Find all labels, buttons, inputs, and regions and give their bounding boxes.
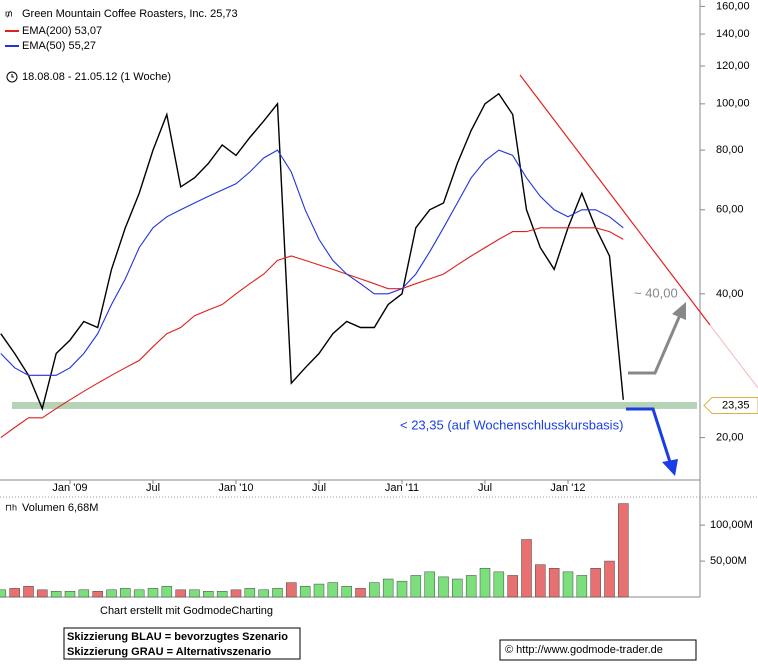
url-box (499, 639, 697, 661)
volume-bar (465, 575, 477, 598)
support-label-box (703, 396, 758, 414)
volume-bar (576, 575, 588, 598)
ema-line (0, 227, 624, 439)
volume-bar (175, 589, 186, 598)
x-tick-label: Jan '11 (385, 482, 419, 494)
y-tick-label: 120,00 (716, 60, 750, 72)
y-tick-label: 40,00 (716, 288, 744, 300)
volume-bar (313, 583, 325, 598)
volume-bar (37, 589, 48, 598)
support-label: 23,35 (722, 399, 750, 411)
trend-line-extension (709, 324, 758, 389)
legend-blue: Skizzierung BLAU = bevorzugtes Szenario (67, 631, 288, 643)
volume-bar (299, 585, 311, 598)
volume-bar (23, 585, 34, 598)
volume-bar (9, 588, 20, 598)
annotation-grey: ~ 40,00 (634, 285, 678, 300)
volume-bar (147, 588, 159, 598)
volume-bar (507, 575, 518, 598)
grey-arrow (628, 314, 682, 375)
volume-bar (382, 578, 394, 598)
y-tick-label: 100,00 (716, 98, 750, 110)
volume-bar (78, 589, 90, 598)
volume-bar (548, 568, 560, 598)
ema-line (0, 149, 624, 376)
volume-bar (327, 582, 339, 598)
volume-bar (272, 588, 283, 598)
volume-bar (396, 580, 408, 598)
volume-bar (452, 578, 463, 598)
x-tick-label: Jan '10 (218, 482, 253, 494)
url: © http://www.godmode-trader.de (505, 644, 663, 656)
annotation-blue: < 23,35 (auf Wochenschlusskursbasis) (400, 417, 623, 432)
y-tick-label: 160,00 (716, 0, 750, 12)
volume-bar (0, 589, 7, 598)
support-band (12, 401, 697, 409)
clock-icon (11, 74, 14, 78)
y-tick-label: 140,00 (716, 28, 750, 40)
chart-title: Green Mountain Coffee Roasters, Inc. 25,… (22, 8, 238, 20)
volume-label: Volumen 6,68M (22, 502, 98, 514)
volume-bar (521, 539, 532, 598)
volume-tick-label: 100,00M (710, 519, 753, 531)
blue-arrow-head (662, 459, 678, 476)
volume-bar (438, 576, 449, 598)
volume-bar (535, 564, 546, 598)
x-tick-label: Jul (312, 482, 326, 494)
volume-tick-label: 50,00M (710, 555, 747, 567)
volume-bar (106, 589, 117, 598)
volume-bar (120, 588, 131, 598)
x-tick-label: Jan '12 (550, 482, 585, 494)
volume-bar (590, 568, 601, 598)
volume-bar (161, 585, 173, 598)
clock-icon (6, 71, 18, 83)
volume-bar (604, 560, 615, 598)
volume-bar (50, 591, 62, 598)
volume-bar (203, 591, 214, 598)
legend-grey: Skizzierung GRAU = Alternativszenario (67, 646, 271, 658)
chart-icon: ₥ (5, 8, 13, 18)
volume-bar (410, 575, 422, 598)
volume-bar (133, 589, 145, 598)
x-tick-label: Jul (478, 482, 492, 494)
grey-arrow-head (672, 302, 686, 320)
volume-bar (244, 588, 256, 598)
volume-icon: ⊓h (5, 502, 17, 512)
volume-bar (355, 588, 366, 598)
x-tick-label: Jan '09 (52, 482, 87, 494)
volume-bar (341, 585, 352, 598)
volume-bar (286, 582, 297, 598)
y-tick-label: 60,00 (716, 204, 744, 216)
legend-box (63, 627, 301, 660)
credit: Chart erstellt mit GodmodeCharting (100, 605, 273, 617)
volume-bar (618, 503, 629, 598)
volume-bar (258, 589, 269, 598)
volume-bar (424, 571, 435, 598)
y-tick-label: 80,00 (716, 144, 744, 156)
volume-bar (479, 568, 491, 598)
legend-label: EMA(200) 53,07 (22, 25, 102, 37)
volume-bar (230, 589, 242, 598)
volume-bar (216, 591, 228, 598)
volume-bar (189, 589, 200, 598)
volume-bar (92, 591, 103, 598)
chart-subtitle: 18.08.08 - 21.05.12 (1 Woche) (22, 71, 171, 83)
y-tick-label: 20,00 (716, 431, 744, 443)
volume-bar (64, 591, 76, 598)
blue-arrow (626, 407, 672, 463)
x-tick-label: Jul (146, 482, 160, 494)
price-line (0, 92, 624, 411)
legend-label: EMA(50) 55,27 (22, 40, 96, 52)
volume-bar (369, 582, 380, 598)
volume-bar (562, 571, 574, 598)
volume-bar (493, 571, 505, 598)
trend-line (519, 74, 711, 326)
